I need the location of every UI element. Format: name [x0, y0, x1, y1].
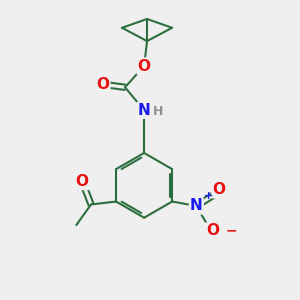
Text: −: −: [225, 223, 237, 237]
Text: +: +: [204, 190, 213, 201]
Text: H: H: [153, 105, 164, 118]
Text: O: O: [96, 77, 110, 92]
Text: O: O: [138, 58, 151, 74]
Text: O: O: [206, 224, 219, 238]
Text: N: N: [138, 103, 151, 118]
Text: O: O: [212, 182, 226, 197]
Text: O: O: [76, 174, 89, 189]
Text: N: N: [190, 198, 203, 213]
